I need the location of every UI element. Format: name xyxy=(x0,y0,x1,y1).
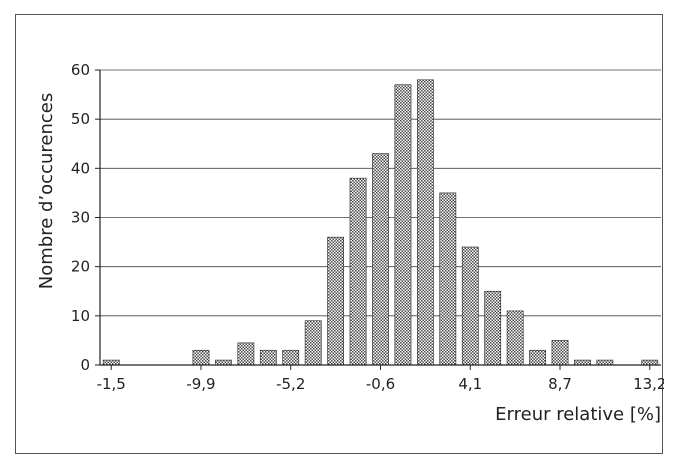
y-tick-label: 40 xyxy=(71,159,90,177)
histogram-bar xyxy=(237,342,255,366)
histogram-bar xyxy=(349,177,367,366)
histogram-bar xyxy=(417,79,434,366)
histogram-bar xyxy=(394,84,412,366)
histogram-bar xyxy=(259,349,277,366)
histogram-bar xyxy=(304,320,322,366)
histogram-bar xyxy=(484,290,502,366)
y-axis-label: Nombre d’occurences xyxy=(36,93,57,289)
x-tick-label: 13,2 xyxy=(633,375,664,393)
histogram-bar xyxy=(529,349,546,366)
histogram-bar xyxy=(372,153,389,366)
histogram-bar xyxy=(596,359,614,366)
histogram-bar xyxy=(506,310,524,366)
x-tick-label: 4,1 xyxy=(458,375,482,393)
bars xyxy=(102,79,659,366)
y-tick-label: 0 xyxy=(80,356,90,374)
histogram-bar xyxy=(641,359,659,366)
y-tick-label: 10 xyxy=(71,307,90,325)
histogram-bar xyxy=(215,359,232,366)
histogram-chart: 0 10 20 30 40 50 60 -1,5 -9,9 -5,2 -0,6 4,1 8,7 13,2… xyxy=(36,61,664,425)
x-tick-label: -0,6 xyxy=(366,375,395,393)
x-tick-label: -5,2 xyxy=(276,375,305,393)
histogram-bar xyxy=(102,359,120,366)
x-tick-label: 8,7 xyxy=(548,375,572,393)
histogram-bar xyxy=(192,349,210,366)
x-tick-label: -1,5 xyxy=(97,375,126,393)
y-tick-labels: 0 10 20 30 40 50 60 xyxy=(71,61,100,374)
x-tick-labels: -1,5 -9,9 -5,2 -0,6 4,1 8,7 13,2 xyxy=(97,365,664,393)
histogram-bar xyxy=(574,359,591,366)
histogram-bar xyxy=(461,246,479,366)
y-tick-label: 60 xyxy=(71,61,90,79)
histogram-bar xyxy=(439,192,457,366)
x-tick-label: -9,9 xyxy=(186,375,215,393)
histogram-bar xyxy=(282,349,300,366)
y-tick-label: 20 xyxy=(71,258,90,276)
histogram-bar xyxy=(551,340,569,366)
chart-frame: 0 10 20 30 40 50 60 -1,5 -9,9 -5,2 -0,6 4,1 8,7 13,2… xyxy=(15,14,664,454)
x-axis-label: Erreur relative [%] xyxy=(495,404,661,425)
histogram-bar xyxy=(327,236,344,366)
y-tick-label: 30 xyxy=(71,209,90,227)
y-tick-label: 50 xyxy=(71,110,90,128)
